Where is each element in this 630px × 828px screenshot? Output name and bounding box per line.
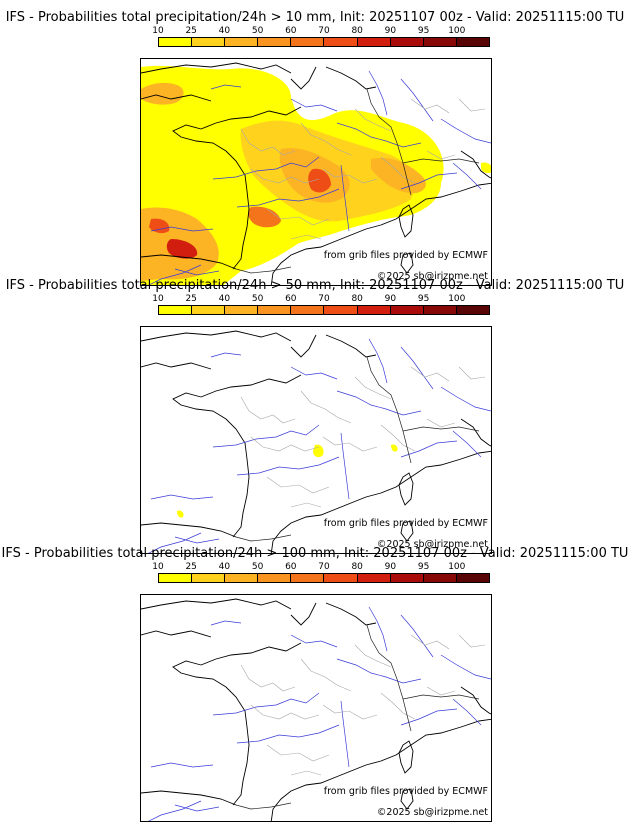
colorbar-swatches (158, 573, 490, 583)
colorbar-swatch (357, 574, 391, 582)
map-title: IFS - Probabilities total precipitation/… (5, 10, 625, 25)
colorbar-swatch (258, 574, 292, 582)
colorbar-swatch (456, 306, 489, 314)
colorbar-tick-label: 10 (152, 562, 164, 572)
colorbar-tick-label: 95 (417, 294, 430, 304)
colorbar-tick-label: 95 (417, 26, 430, 36)
credit-copyright: ©2025 sb@irizpme.net (376, 807, 488, 818)
colorbar-tick-label: 100 (448, 26, 466, 36)
credit-source: from grib files provided by ECMWF (323, 250, 488, 261)
colorbar-tick-label: 90 (384, 294, 397, 304)
precipitation-map: from grib files provided by ECMWF ©2025 … (140, 326, 492, 554)
colorbar-swatch (357, 38, 391, 46)
colorbar-swatch (423, 38, 457, 46)
colorbar-swatch (456, 574, 489, 582)
colorbar-tick-label: 80 (351, 562, 363, 572)
colorbar-tick-label: 70 (318, 26, 330, 36)
colorbar-swatch (159, 306, 193, 314)
colorbar-tick-label: 60 (285, 562, 297, 572)
map-canvas (141, 330, 491, 553)
colorbar-swatch (192, 38, 226, 46)
colorbar-tick-label: 25 (185, 294, 197, 304)
colorbar: 10 25 40 50 60 70 80 90 95 100 (152, 294, 490, 324)
colorbar-swatch (159, 574, 193, 582)
panel-100mm: IFS - Probabilities total precipitation/… (0, 546, 630, 822)
colorbar-swatch (324, 306, 358, 314)
colorbar-tick-label: 100 (448, 562, 466, 572)
colorbar-tick-label: 40 (218, 294, 231, 304)
colorbar-swatch (324, 38, 358, 46)
colorbar-tick-label: 60 (285, 26, 297, 36)
credit-copyright: ©2025 sb@irizpme.net (376, 539, 488, 550)
colorbar-swatch (291, 574, 325, 582)
colorbar-swatch (291, 38, 325, 46)
colorbar-tick-label: 50 (251, 562, 264, 572)
colorbar-swatches (158, 37, 490, 47)
colorbar-swatch (390, 306, 424, 314)
colorbar-tick-label: 10 (152, 26, 164, 36)
colorbar-tick-label: 95 (417, 562, 430, 572)
colorbar: 10 25 40 50 60 70 80 90 95 100 (152, 26, 490, 56)
colorbar-tick-label: 80 (351, 26, 363, 36)
colorbar-swatch (225, 574, 259, 582)
precipitation-map: from grib files provided by ECMWF ©2025 … (140, 58, 492, 286)
colorbar-swatch (258, 38, 292, 46)
colorbar-tick-label: 100 (448, 294, 466, 304)
map-title: IFS - Probabilities total precipitation/… (5, 278, 625, 293)
panel-50mm: IFS - Probabilities total precipitation/… (0, 278, 630, 554)
colorbar-tick-label: 25 (185, 562, 197, 572)
colorbar-tick-label: 10 (152, 294, 164, 304)
colorbar-tick-label: 50 (251, 294, 264, 304)
colorbar-swatch (357, 306, 391, 314)
colorbar-tick-label: 25 (185, 26, 197, 36)
colorbar-tick-label: 60 (285, 294, 297, 304)
credit-source: from grib files provided by ECMWF (323, 518, 488, 529)
map-canvas (141, 62, 491, 285)
colorbar-tick-labels: 10 25 40 50 60 70 80 90 95 100 (152, 562, 490, 574)
colorbar-tick-label: 40 (218, 26, 231, 36)
panel-10mm: IFS - Probabilities total precipitation/… (0, 10, 630, 286)
credit-copyright: ©2025 sb@irizpme.net (376, 271, 488, 282)
colorbar-swatch (258, 306, 292, 314)
colorbar-swatch (324, 574, 358, 582)
colorbar-swatch (390, 574, 424, 582)
colorbar-tick-label: 90 (384, 26, 397, 36)
colorbar-tick-label: 70 (318, 562, 330, 572)
colorbar-tick-label: 40 (218, 562, 231, 572)
colorbar-tick-label: 70 (318, 294, 330, 304)
colorbar-swatch (192, 306, 226, 314)
precipitation-map: from grib files provided by ECMWF ©2025 … (140, 594, 492, 822)
colorbar-swatch (291, 306, 325, 314)
colorbar-swatch (423, 574, 457, 582)
colorbar-swatch (390, 38, 424, 46)
colorbar-swatch (225, 38, 259, 46)
colorbar-swatch (192, 574, 226, 582)
colorbar-swatch (456, 38, 489, 46)
colorbar-swatch (225, 306, 259, 314)
colorbar-tick-label: 50 (251, 26, 264, 36)
colorbar-swatches (158, 305, 490, 315)
colorbar-tick-labels: 10 25 40 50 60 70 80 90 95 100 (152, 26, 490, 38)
colorbar: 10 25 40 50 60 70 80 90 95 100 (152, 562, 490, 592)
credit-source: from grib files provided by ECMWF (323, 786, 488, 797)
colorbar-tick-label: 80 (351, 294, 363, 304)
colorbar-tick-label: 90 (384, 562, 397, 572)
colorbar-swatch (423, 306, 457, 314)
probability-field (177, 444, 398, 518)
colorbar-swatch (159, 38, 193, 46)
map-title: IFS - Probabilities total precipitation/… (1, 546, 629, 561)
colorbar-tick-labels: 10 25 40 50 60 70 80 90 95 100 (152, 294, 490, 306)
